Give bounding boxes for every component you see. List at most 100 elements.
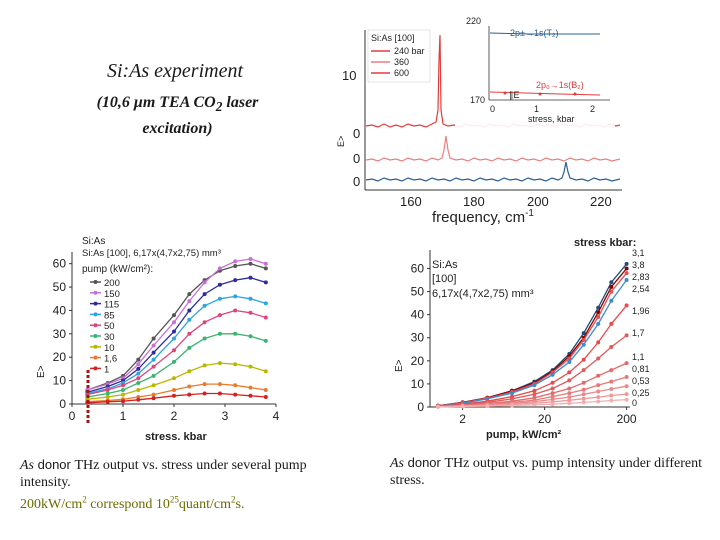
left-point-3-6 (187, 317, 192, 322)
right-point-10-2 (485, 404, 490, 409)
left-point-2-8 (217, 282, 222, 287)
spectrum-xtick-180: 180 (463, 194, 485, 209)
left-point-4-11 (263, 315, 268, 320)
spectrum-xlabel-sup: -1 (525, 208, 534, 219)
left-point-4-1 (105, 388, 110, 392)
caption-right-text: THz output vs. pump intensity under diff… (390, 456, 703, 488)
left-point-2-9 (233, 278, 238, 283)
right-chart-xlabel: pump, kW/cm² (486, 429, 562, 441)
left-point-6-7 (202, 363, 207, 368)
right-point-7-10 (624, 375, 629, 379)
left-point-1-8 (217, 266, 222, 271)
left-legend-1: 150 (104, 289, 120, 300)
caption-left-l2d: s. (235, 496, 245, 512)
left-series-line-0 (87, 263, 266, 391)
left-point-5-10 (248, 334, 253, 339)
left-point-7-11 (263, 388, 268, 392)
right-point-7-7 (581, 387, 586, 392)
spectrum-xlabel: frequency, cm-1 (432, 208, 534, 226)
spectrum-xtick-160: 160 (400, 194, 422, 209)
left-point-6-6 (187, 369, 192, 374)
left-point-6-5 (172, 376, 176, 381)
subtitle-subscript: 2 (215, 99, 223, 115)
left-point-5-9 (233, 331, 238, 336)
right-point-10-3 (510, 403, 514, 408)
right-point-2-8 (596, 315, 601, 319)
right-ytick-60: 60 (411, 261, 425, 275)
left-legend-5: 30 (104, 332, 115, 343)
right-legend-0: 3,1 (632, 248, 645, 258)
left-point-3-7 (202, 303, 207, 308)
left-point-6-10 (248, 364, 253, 369)
left-point-0-9 (233, 264, 238, 268)
left-legend-3: 85 (104, 310, 115, 321)
left-point-4-10 (248, 310, 253, 315)
right-point-7-5 (550, 394, 555, 399)
right-point-10-7 (581, 400, 586, 405)
right-point-6-8 (596, 373, 601, 378)
left-legend-dot-7 (93, 355, 98, 360)
right-point-3-5 (550, 372, 555, 377)
left-point-0-6 (187, 292, 192, 297)
right-legend-1: 3,8 (632, 260, 645, 270)
left-ytick-50: 50 (53, 280, 67, 294)
right-point-4-8 (596, 340, 601, 345)
right-point-4-6 (567, 370, 572, 375)
left-point-0-11 (263, 266, 268, 271)
right-point-0-9 (609, 280, 614, 285)
caption-left-line2: 200kW/cm2 correspond 1025quant/cm2s. (20, 494, 245, 512)
right-point-4-10 (624, 303, 629, 308)
right-point-3-8 (596, 321, 601, 326)
right-point-10-8 (596, 399, 601, 404)
right-point-4-5 (550, 380, 555, 385)
left-point-6-9 (233, 362, 238, 367)
left-series-line-5 (87, 333, 266, 398)
right-point-9-10 (624, 392, 629, 397)
left-point-7-4 (151, 392, 156, 397)
spectrum-legend-240: 240 bar (394, 46, 425, 56)
caption-left-as: As (20, 458, 34, 473)
right-legend-8: 0,53 (632, 376, 650, 386)
left-point-0-3 (136, 357, 141, 362)
left-chart-series (85, 257, 268, 405)
right-legend-3: 2,54 (632, 284, 650, 294)
left-point-5-1 (105, 391, 110, 396)
left-point-8-11 (263, 395, 268, 399)
left-point-7-3 (136, 395, 141, 399)
left-point-4-9 (233, 308, 238, 313)
left-point-5-2 (121, 388, 125, 392)
left-point-6-1 (105, 395, 110, 399)
right-point-8-9 (609, 387, 614, 391)
left-legend-dot-4 (93, 323, 98, 328)
left-point-4-3 (136, 376, 141, 381)
left-ytick-20: 20 (53, 350, 67, 364)
left-point-8-9 (233, 392, 238, 397)
left-point-5-6 (187, 345, 192, 350)
right-point-2-7 (581, 338, 586, 342)
left-series-line-3 (87, 295, 266, 395)
spectrum-trace-600 (365, 161, 621, 182)
left-point-4-2 (121, 383, 125, 388)
left-point-4-7 (202, 320, 207, 325)
left-point-5-3 (136, 381, 141, 385)
right-chart-series (435, 261, 629, 409)
right-ytick-10: 10 (411, 377, 425, 391)
left-xtick-4: 4 (273, 409, 280, 423)
left-chart-ylabel: E> (36, 365, 47, 378)
left-point-4-6 (187, 331, 192, 336)
right-point-3-10 (624, 278, 629, 282)
caption-left: As donor THz output vs. stress under sev… (20, 456, 350, 513)
caption-left-text: THz output vs. stress under several pump… (20, 458, 307, 490)
right-chart-legend: 3,1 3,8 2,83 2,54 1,96 1,7 1,1 0,81 0,53 0,250 (632, 248, 650, 408)
caption-left-l2a: 200kW/cm (20, 496, 83, 512)
left-point-3-3 (136, 371, 141, 376)
right-chart-ylabel: E> (394, 359, 405, 372)
right-point-5-6 (567, 378, 572, 383)
left-series-line-6 (87, 362, 266, 400)
right-point-10-9 (609, 398, 614, 403)
right-point-5-10 (624, 333, 629, 338)
right-point-2-10 (624, 271, 629, 276)
left-legend-dot-8 (93, 366, 98, 371)
